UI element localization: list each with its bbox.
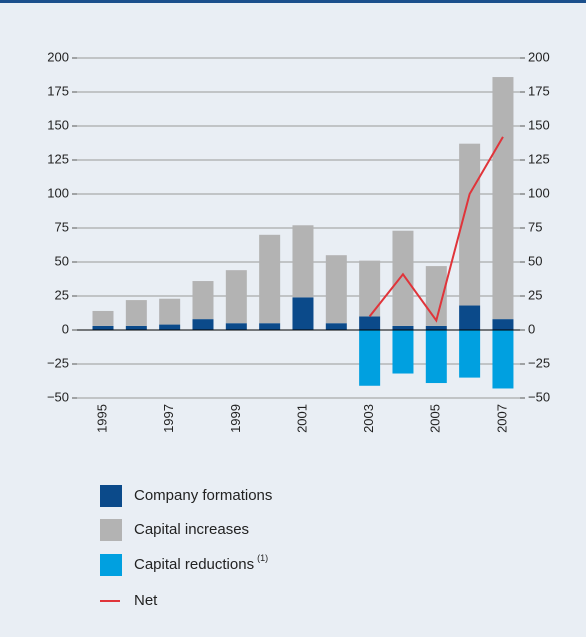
bar [259, 234, 281, 324]
bar [325, 255, 347, 324]
legend-name: Capital reductions [134, 556, 254, 573]
x-tick-label: 1999 [228, 404, 243, 433]
top-rule [0, 0, 586, 3]
bar [292, 225, 314, 298]
bar [125, 300, 147, 326]
bar [259, 323, 281, 330]
x-tick-label: 1995 [94, 404, 109, 433]
y-tick-label: 125 [47, 151, 69, 166]
bar [159, 324, 181, 330]
y2-tick-label: 75 [528, 219, 542, 234]
x-tick-label: 2001 [294, 404, 309, 433]
y2-tick-label: −50 [528, 389, 550, 404]
bar [392, 330, 414, 374]
y2-tick-label: 200 [528, 49, 550, 64]
legend-label: Company formations [134, 487, 272, 504]
bar [192, 281, 214, 320]
y-tick-label: 25 [55, 287, 69, 302]
bar [359, 260, 381, 317]
y-tick-label: 75 [55, 219, 69, 234]
y2-tick-label: 50 [528, 253, 542, 268]
bar [492, 330, 514, 389]
y-tick-label: 200 [47, 49, 69, 64]
y2-tick-label: −25 [528, 355, 550, 370]
y-tick-label: 100 [47, 185, 69, 200]
legend-label: Net [134, 592, 158, 609]
bar [292, 297, 314, 330]
legend-name: Capital increases [134, 521, 249, 538]
bar [125, 325, 147, 330]
bar [159, 298, 181, 325]
bar [192, 319, 214, 330]
y-tick-label: 150 [47, 117, 69, 132]
bar [425, 325, 447, 330]
y2-tick-label: 175 [528, 83, 550, 98]
y2-tick-label: 0 [528, 321, 535, 336]
bar [392, 325, 414, 330]
bar [425, 266, 447, 326]
bar [92, 310, 114, 326]
bar [425, 330, 447, 384]
y-tick-label: 175 [47, 83, 69, 98]
y2-tick-label: 25 [528, 287, 542, 302]
bar [492, 319, 514, 330]
bar [359, 316, 381, 330]
x-tick-label: 2007 [494, 404, 509, 433]
bar [92, 325, 114, 330]
bar [225, 270, 247, 324]
y-tick-label: 50 [55, 253, 69, 268]
legend-label: Capital increases [134, 521, 249, 538]
legend-note: (1) [257, 553, 268, 563]
x-tick-label: 2003 [361, 404, 376, 433]
y-tick-label: 0 [62, 321, 69, 336]
y-tick-label: −25 [47, 355, 69, 370]
bar [325, 323, 347, 330]
legend-swatch [100, 554, 122, 576]
x-tick-label: 1997 [161, 404, 176, 433]
bar [492, 77, 514, 320]
legend-swatch [100, 519, 122, 541]
legend-label: Capital reductions (1) [134, 553, 268, 573]
y2-tick-label: 125 [528, 151, 550, 166]
line [368, 136, 504, 323]
bar [392, 230, 414, 326]
legend-name: Net [134, 592, 158, 609]
legend-name: Company formations [134, 487, 272, 504]
y2-tick-label: 150 [528, 117, 550, 132]
y2-tick-label: 100 [528, 185, 550, 200]
x-tick-label: 2005 [428, 404, 443, 433]
y-tick-label: −50 [47, 389, 69, 404]
bar [225, 323, 247, 330]
bar [459, 330, 481, 378]
bar [459, 305, 481, 330]
legend-swatch [100, 485, 122, 507]
bar [359, 330, 381, 386]
